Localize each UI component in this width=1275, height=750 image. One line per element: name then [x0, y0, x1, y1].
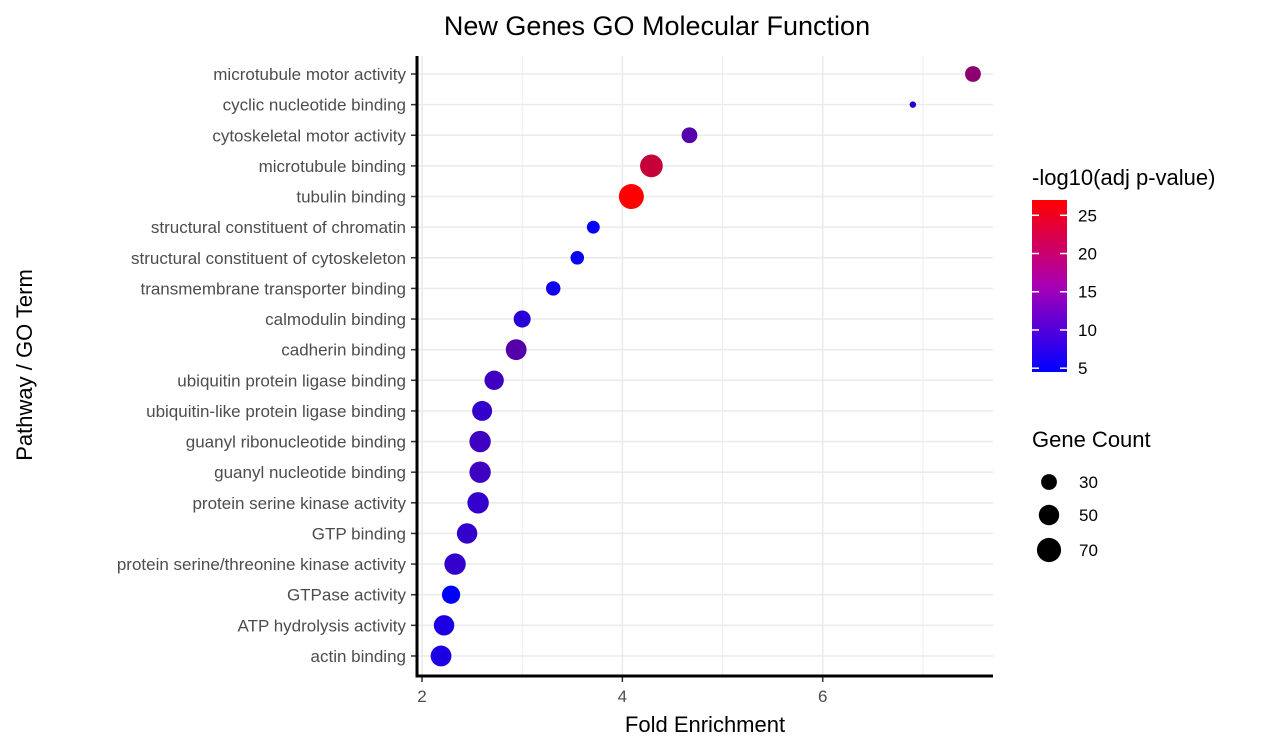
color-bar-ticks: 5 10 15 20 25	[1032, 206, 1097, 378]
color-bar-label: 25	[1078, 206, 1097, 225]
size-legend-items: 30 50 70	[1036, 473, 1098, 563]
size-legend-label: 50	[1079, 506, 1098, 525]
y-tick-label: ubiquitin protein ligase binding	[177, 371, 406, 390]
y-tick-label: actin binding	[311, 647, 406, 666]
data-point	[513, 310, 531, 328]
y-tick-label: GTPase activity	[287, 586, 407, 605]
color-legend: -log10(adj p-value) 5 10 15 20 25	[1032, 165, 1215, 378]
y-tick-label: protein serine kinase activity	[192, 494, 406, 513]
data-point	[430, 645, 452, 667]
y-tick-label: protein serine/threonine kinase activity	[117, 555, 407, 574]
y-tick-label: cadherin binding	[281, 341, 406, 360]
data-point	[467, 492, 489, 514]
y-tick-label: transmembrane transporter binding	[140, 279, 406, 298]
data-point	[456, 523, 478, 544]
data-point	[570, 251, 585, 265]
data-point	[472, 400, 493, 421]
y-tick-label: calmodulin binding	[265, 310, 406, 329]
data-point	[469, 461, 491, 483]
data-point	[469, 430, 491, 453]
data-point	[640, 154, 663, 178]
color-bar-label: 5	[1078, 359, 1087, 378]
size-legend-label: 70	[1079, 541, 1098, 560]
data-point	[546, 281, 561, 296]
size-legend: Gene Count 30 50 70	[1032, 427, 1151, 563]
y-tick-label: GTP binding	[312, 524, 406, 543]
size-legend-dot	[1036, 537, 1062, 563]
chart-title: New Genes GO Molecular Function	[444, 11, 870, 41]
y-axis-title: Pathway / GO Term	[12, 269, 37, 461]
data-point	[505, 339, 527, 361]
data-point	[433, 615, 455, 636]
color-bar-label: 10	[1078, 321, 1097, 340]
y-tick-label: cyclic nucleotide binding	[223, 96, 406, 115]
data-point	[441, 585, 461, 604]
color-bar	[1032, 200, 1067, 372]
size-legend-dot	[1038, 504, 1060, 526]
data-point	[444, 553, 466, 575]
y-tick-label: structural constituent of chromatin	[151, 218, 406, 237]
grid-lines	[417, 56, 993, 676]
data-point	[681, 127, 698, 144]
y-tick-label: microtubule binding	[259, 157, 406, 176]
x-tick-label: 2	[417, 687, 426, 706]
size-legend-title: Gene Count	[1032, 427, 1151, 452]
size-legend-label: 30	[1079, 473, 1098, 492]
size-legend-dot	[1041, 474, 1057, 490]
y-tick-label: ubiquitin-like protein ligase binding	[146, 402, 406, 421]
data-point	[965, 66, 981, 82]
x-axis-tick-labels: 2 4 6	[417, 676, 827, 706]
color-bar-label: 20	[1078, 245, 1097, 264]
y-tick-label: structural constituent of cytoskeleton	[131, 249, 406, 268]
data-point	[484, 370, 504, 390]
data-point	[618, 184, 644, 210]
x-tick-label: 6	[818, 687, 827, 706]
x-axis-title: Fold Enrichment	[625, 712, 785, 737]
y-axis-tick-labels: microtubule motor activity cyclic nucleot…	[117, 65, 417, 666]
data-point	[586, 220, 600, 234]
y-tick-label: ATP hydrolysis activity	[238, 616, 407, 635]
x-tick-label: 4	[618, 687, 627, 706]
y-tick-label: microtubule motor activity	[213, 65, 406, 84]
data-points	[430, 66, 981, 667]
y-tick-label: tubulin binding	[296, 188, 406, 207]
color-legend-title: -log10(adj p-value)	[1032, 165, 1215, 190]
color-bar-label: 15	[1078, 283, 1097, 302]
data-point	[909, 101, 917, 108]
y-tick-label: cytoskeletal motor activity	[212, 126, 406, 145]
y-tick-label: guanyl nucleotide binding	[214, 463, 406, 482]
y-tick-label: guanyl ribonucleotide binding	[186, 433, 406, 452]
